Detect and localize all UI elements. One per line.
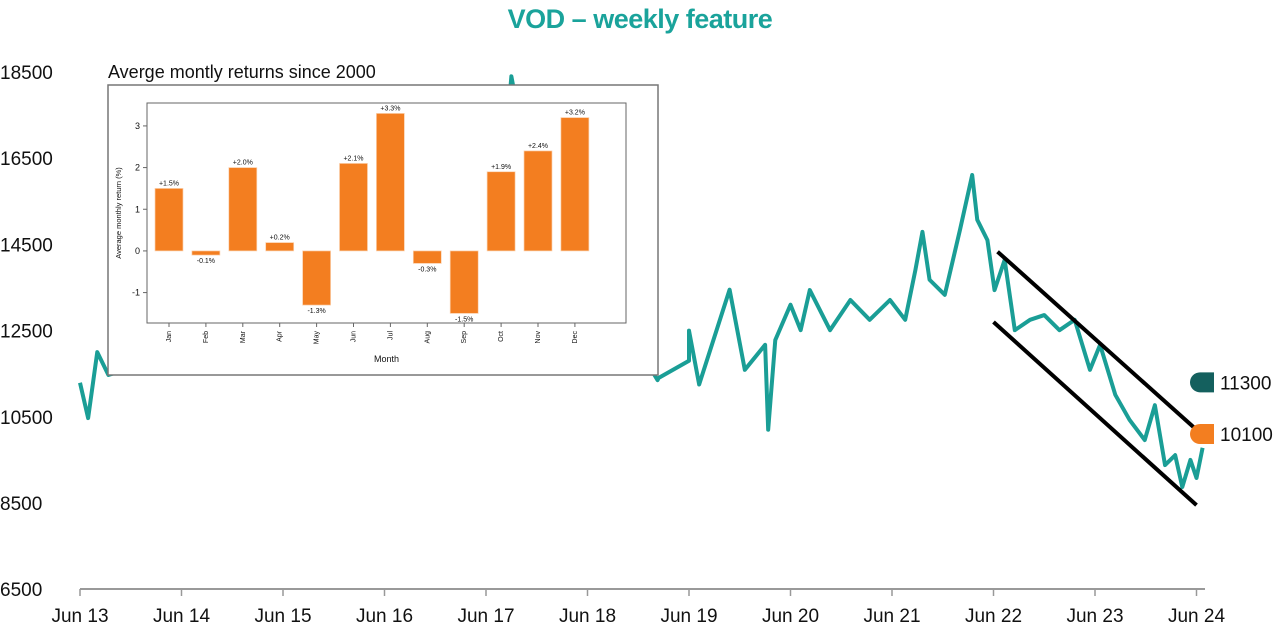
inset-y-tick-label: 1 [135,204,140,214]
price-marker-label: 10100 [1220,425,1273,446]
bar-data-label: -0.1% [197,258,215,265]
x-tick-label: Jun 19 [660,606,717,627]
inset-y-tick-label: 3 [135,121,140,131]
bar-data-label: +2.0% [233,160,253,167]
price-marker-11300 [1190,372,1214,393]
x-tick-label: Jun 24 [1168,606,1225,627]
bar-data-label: +3.2% [565,110,585,117]
inset-x-tick-label: Aug [424,331,431,344]
inset-x-tick-label: Sep [461,331,468,344]
x-tick-label: Jun 15 [254,606,311,627]
bar-data-label: +2.4% [528,143,548,150]
price-marker-10100 [1190,424,1214,445]
inset-title: Averge montly returns since 2000 [108,62,376,82]
x-tick-label: Jun 16 [356,606,413,627]
bar-Sep [449,250,479,314]
inset-x-tick-label: Apr [277,330,284,342]
bar-Nov [523,150,553,252]
bar-Oct [486,171,516,252]
bar-data-label: -1.5% [455,316,473,323]
inset-x-tick-label: Oct [498,331,505,342]
bar-Feb [191,250,221,256]
inset-x-tick-label: Jan [166,331,173,342]
x-tick-label: Jun 13 [51,606,108,627]
channel-upper-line [996,250,1198,432]
y-tick-label: 12500 [0,322,53,343]
inset-plot-frame [146,102,627,324]
inset-y-tick-label: -1 [132,288,140,298]
bar-data-label: +3.3% [380,105,400,112]
y-tick-label: 10500 [0,408,53,429]
y-tick-label: 6500 [0,580,42,601]
inset-x-tick-label: Jun [351,331,358,342]
y-tick-label: 18500 [0,63,53,84]
inset-y-tick-label: 0 [135,246,140,256]
bar-Jun [339,163,368,252]
x-tick-label: Jun 18 [559,606,616,627]
y-tick-label: 14500 [0,235,53,256]
x-tick-label: Jun 14 [153,606,210,627]
inset-x-axis-label: Month [374,354,399,364]
bar-Aug [412,250,442,264]
x-tick-label: Jun 23 [1066,606,1123,627]
bar-data-label: +1.5% [159,180,179,187]
channel-lower-line [992,320,1198,507]
inset-y-axis-label: Average monthly return (%) [114,167,123,259]
inset-x-tick-label: May [314,331,321,345]
x-tick-label: Jun 20 [762,606,819,627]
y-tick-label: 8500 [0,494,42,515]
y-tick-label: 16500 [0,149,53,170]
bar-Jul [376,113,405,252]
inset-y-tick-label: 2 [135,163,140,173]
price-marker-label: 11300 [1220,373,1271,394]
bar-data-label: +2.1% [343,155,363,162]
bar-data-label: +1.9% [491,164,511,171]
bar-data-label: -0.3% [418,266,436,273]
bar-May [302,250,331,306]
x-tick-label: Jun 17 [457,606,514,627]
bar-Jan [154,188,184,252]
bar-Apr [265,242,295,252]
inset-x-tick-label: Jul [387,331,394,340]
bar-data-label: -1.3% [307,308,325,315]
x-tick-label: Jun 21 [863,606,920,627]
bar-data-label: +0.2% [270,235,290,242]
bar-Dec [560,117,590,252]
inset-x-tick-label: Dec [572,331,579,344]
inset-x-tick-label: Feb [203,331,210,343]
chart-title: VOD – weekly feature [507,4,773,34]
inset-x-tick-label: Nov [535,331,542,344]
x-tick-label: Jun 22 [965,606,1022,627]
inset-x-tick-label: Mar [240,330,247,343]
bar-Mar [228,167,258,252]
